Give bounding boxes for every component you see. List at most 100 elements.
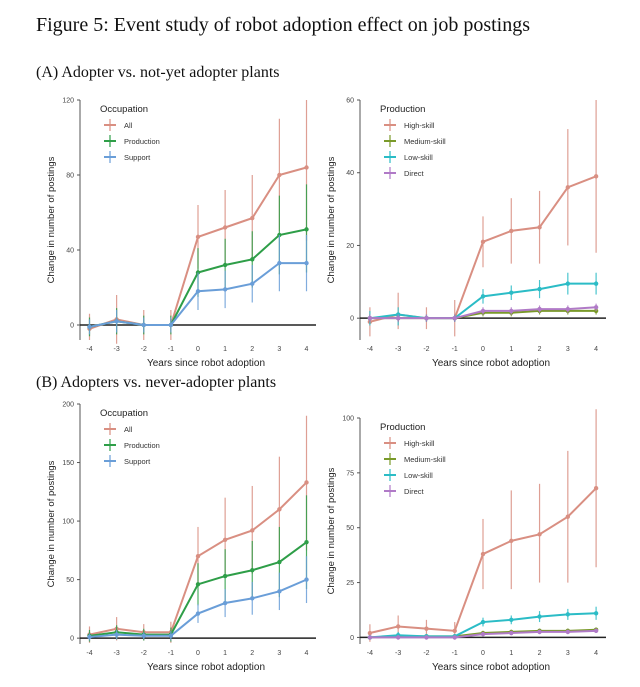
x-tick-label: 0 [481,650,485,657]
data-point [395,312,401,317]
series-direct [367,628,599,640]
data-point [222,537,228,543]
data-point [250,257,255,262]
data-point [250,568,255,573]
data-point [114,632,119,637]
y-tick-label: 50 [346,525,354,532]
data-point [277,559,282,565]
y-tick-label: 40 [66,248,74,255]
data-point [195,582,201,587]
data-point [593,281,599,286]
data-point [593,628,599,634]
x-tick-label: -1 [452,650,458,657]
legend-label: Production [124,137,160,146]
data-point [480,551,486,557]
chart-B-left: 0 50 100 150 200 -4 -3 -2 -1 0 1 2 3 4 Years since rob… [46,402,316,673]
data-point [304,165,309,170]
data-point [304,577,309,582]
x-tick-label: -1 [168,346,174,353]
x-tick-label: 3 [277,650,281,657]
data-point [222,225,228,230]
y-tick-label: 40 [346,170,354,177]
data-point [304,227,309,232]
y-tick-label: 50 [66,577,74,584]
x-tick-label: -2 [141,346,147,353]
data-point [141,633,146,639]
data-point [304,260,309,266]
data-point [367,315,373,321]
data-point [395,624,401,629]
x-tick-label: -1 [168,650,174,657]
data-point [87,634,92,640]
data-point [250,596,255,601]
data-point [87,324,92,330]
chart-B-right: 0 25 50 75 100 -4 -3 -2 -1 0 1 2 3 4 Years since robot… [326,409,606,673]
x-tick-label: 3 [566,346,570,353]
data-point [509,308,514,314]
y-tick-label: 0 [70,636,74,643]
data-point [509,228,514,234]
data-point [250,215,255,221]
data-point [537,286,542,292]
y-tick-label: 100 [62,519,74,526]
x-axis-label: Years since robot adoption [147,662,265,673]
data-point [537,225,542,230]
data-point [395,315,401,321]
legend-label: Production [124,441,160,450]
data-point [195,611,201,616]
data-point [565,281,571,286]
data-point [195,553,201,559]
x-tick-label: 2 [538,346,542,353]
x-tick-label: -2 [423,346,429,353]
data-point [565,629,571,635]
data-point [537,532,542,537]
data-point [480,294,486,299]
y-tick-label: 0 [350,635,354,642]
data-point [222,262,228,268]
data-point [222,287,228,292]
legend-label: Medium-skill [404,137,446,146]
legend-label: Support [124,153,151,162]
x-tick-label: -3 [395,346,401,353]
y-tick-label: 20 [346,243,354,250]
y-tick-label: 75 [346,470,354,477]
data-point [537,614,542,619]
data-point [509,617,514,623]
data-point [277,507,282,512]
y-tick-label: 0 [70,323,74,330]
data-point [277,260,282,266]
x-tick-label: 3 [277,346,281,353]
legend-label: High-skill [404,121,435,130]
data-point [424,626,429,631]
data-point [509,630,514,636]
data-point [593,174,599,179]
x-tick-label: 0 [196,650,200,657]
x-tick-label: 1 [509,650,513,657]
y-axis-label: Change in number of postings [326,467,337,594]
y-tick-label: 200 [62,402,74,409]
x-tick-label: -3 [395,650,401,657]
x-tick-label: -4 [367,650,373,657]
legend-label: Support [124,457,151,466]
x-tick-label: 1 [223,346,227,353]
data-point [250,528,255,533]
data-point [395,635,401,640]
data-point [168,633,174,639]
data-point [480,631,486,637]
figure-title: Figure 5: Event study of robot adoption … [36,14,531,36]
data-point [565,612,571,617]
y-tick-label: 0 [350,316,354,323]
data-point [304,539,309,545]
y-tick-label: 120 [62,98,74,105]
legend-label: High-skill [404,439,435,448]
legend-title: Production [380,422,425,433]
y-tick-label: 100 [342,416,354,423]
data-point [480,619,486,625]
x-tick-label: 2 [538,650,542,657]
y-tick-label: 25 [346,580,354,587]
y-tick-label: 60 [346,98,354,105]
data-point [480,308,486,314]
x-tick-label: 0 [196,346,200,353]
data-point [537,306,542,312]
legend-label: All [124,425,133,434]
